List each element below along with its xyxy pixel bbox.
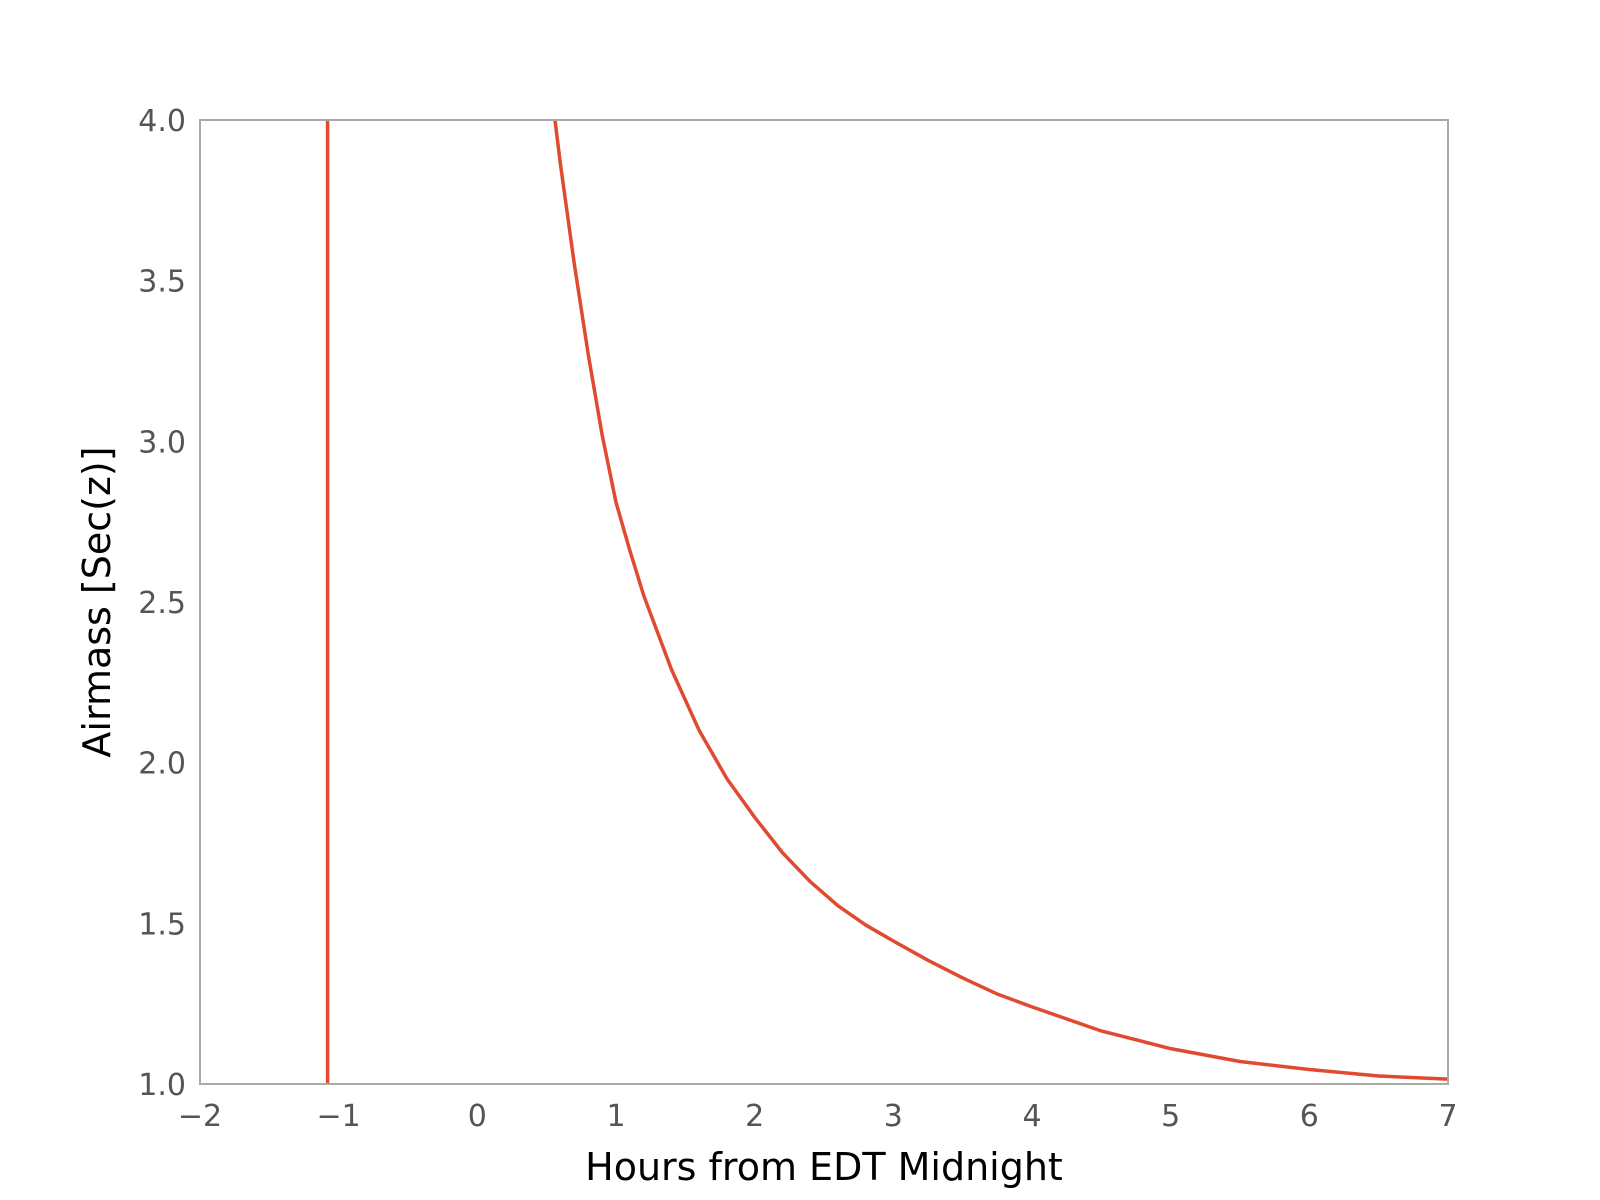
plot-frame: [199, 119, 1449, 1085]
x-tick-label: 6: [1300, 1099, 1319, 1134]
x-tick-label: 7: [1438, 1099, 1457, 1134]
series-line-2: [553, 119, 1449, 1081]
x-tick-label: 1: [606, 1099, 625, 1134]
y-tick-labels: 1.0 1.5 2.0 2.5 3.0 3.5 4.0: [138, 104, 186, 1103]
y-tick-label: 2.5: [138, 586, 186, 621]
y-tick-label: 1.5: [138, 907, 186, 942]
x-tick-label: 2: [745, 1099, 764, 1134]
x-axis-label: Hours from EDT Midnight: [585, 1145, 1063, 1189]
x-tick-labels: −2 −1 0 1 2 3 4 5 6 7: [178, 1099, 1458, 1134]
plot-background: [200, 120, 1448, 1084]
y-tick-label: 3.5: [138, 265, 186, 300]
x-tick-label: 3: [884, 1099, 903, 1134]
y-axis-label: Airmass [Sec(z)]: [75, 446, 119, 757]
y-tick-label: 3.0: [138, 425, 186, 460]
x-tick-label: 0: [468, 1099, 487, 1134]
y-tick-label: 2.0: [138, 747, 186, 782]
y-tick-label: 4.0: [138, 104, 186, 139]
x-tick-label: −1: [317, 1099, 361, 1134]
x-tick-label: −2: [178, 1099, 222, 1134]
x-tick-label: 5: [1161, 1099, 1180, 1134]
series-layer: [325, 119, 1449, 1084]
y-tick-label: 1.0: [138, 1068, 186, 1103]
x-tick-label: 4: [1022, 1099, 1041, 1134]
